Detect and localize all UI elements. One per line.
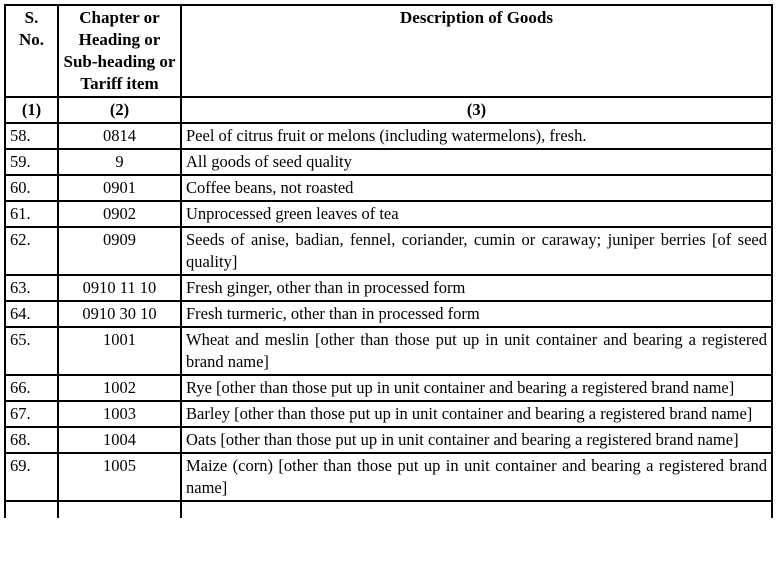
sno-cell: 59.: [4, 148, 59, 176]
chapter-cell: 1005: [57, 452, 182, 502]
subheader-col2: (2): [57, 96, 182, 124]
sno-cell: 62.: [4, 226, 59, 276]
table-row: 66. 1002 Rye [other than those put up in…: [4, 374, 773, 402]
sno-cell: 67.: [4, 400, 59, 428]
table-subheader-row: (1) (2) (3): [4, 96, 773, 124]
table-row: 67. 1003 Barley [other than those put up…: [4, 400, 773, 428]
table-row: 63. 0910 11 10 Fresh ginger, other than …: [4, 274, 773, 302]
sno-cell: [4, 500, 59, 518]
table-row: 64. 0910 30 10 Fresh turmeric, other tha…: [4, 300, 773, 328]
sno-cell: 64.: [4, 300, 59, 328]
subheader-col3: (3): [180, 96, 773, 124]
chapter-cell: 0909: [57, 226, 182, 276]
subheader-col1: (1): [4, 96, 59, 124]
chapter-cell: 9: [57, 148, 182, 176]
header-serial-number: S. No.: [4, 4, 59, 98]
chapter-cell: 1003: [57, 400, 182, 428]
description-cell: All goods of seed quality: [180, 148, 773, 176]
sno-cell: 61.: [4, 200, 59, 228]
description-cell: [180, 500, 773, 518]
description-cell: Barley [other than those put up in unit …: [180, 400, 773, 428]
chapter-cell: 1002: [57, 374, 182, 402]
sno-cell: 65.: [4, 326, 59, 376]
description-cell: Rye [other than those put up in unit con…: [180, 374, 773, 402]
chapter-cell: 0902: [57, 200, 182, 228]
chapter-cell: 0901: [57, 174, 182, 202]
description-cell: Peel of citrus fruit or melons (includin…: [180, 122, 773, 150]
sno-cell: 68.: [4, 426, 59, 454]
description-cell: Oats [other than those put up in unit co…: [180, 426, 773, 454]
sno-cell: 63.: [4, 274, 59, 302]
sno-cell: 58.: [4, 122, 59, 150]
description-cell: Coffee beans, not roasted: [180, 174, 773, 202]
table-row: 58. 0814 Peel of citrus fruit or melons …: [4, 122, 773, 150]
description-cell: Maize (corn) [other than those put up in…: [180, 452, 773, 502]
chapter-cell: 0910 11 10: [57, 274, 182, 302]
table-row: 68. 1004 Oats [other than those put up i…: [4, 426, 773, 454]
chapter-cell: [57, 500, 182, 518]
table-row: 69. 1005 Maize (corn) [other than those …: [4, 452, 773, 502]
description-cell: Seeds of anise, badian, fennel, coriande…: [180, 226, 773, 276]
table-header-row: S. No. Chapter or Heading or Sub-heading…: [4, 4, 773, 98]
description-cell: Fresh ginger, other than in processed fo…: [180, 274, 773, 302]
table-row: 60. 0901 Coffee beans, not roasted: [4, 174, 773, 202]
table-row-partial: [4, 500, 773, 518]
description-cell: Wheat and meslin [other than those put u…: [180, 326, 773, 376]
header-chapter-heading: Chapter or Heading or Sub-heading or Tar…: [57, 4, 182, 98]
table-row: 61. 0902 Unprocessed green leaves of tea: [4, 200, 773, 228]
chapter-cell: 0910 30 10: [57, 300, 182, 328]
table-row: 59. 9 All goods of seed quality: [4, 148, 773, 176]
goods-table: S. No. Chapter or Heading or Sub-heading…: [4, 4, 773, 518]
sno-cell: 60.: [4, 174, 59, 202]
chapter-cell: 1001: [57, 326, 182, 376]
sno-cell: 66.: [4, 374, 59, 402]
description-cell: Fresh turmeric, other than in processed …: [180, 300, 773, 328]
description-cell: Unprocessed green leaves of tea: [180, 200, 773, 228]
chapter-cell: 0814: [57, 122, 182, 150]
table-row: 65. 1001 Wheat and meslin [other than th…: [4, 326, 773, 376]
sno-cell: 69.: [4, 452, 59, 502]
table-row: 62. 0909 Seeds of anise, badian, fennel,…: [4, 226, 773, 276]
chapter-cell: 1004: [57, 426, 182, 454]
header-description-of-goods: Description of Goods: [180, 4, 773, 98]
